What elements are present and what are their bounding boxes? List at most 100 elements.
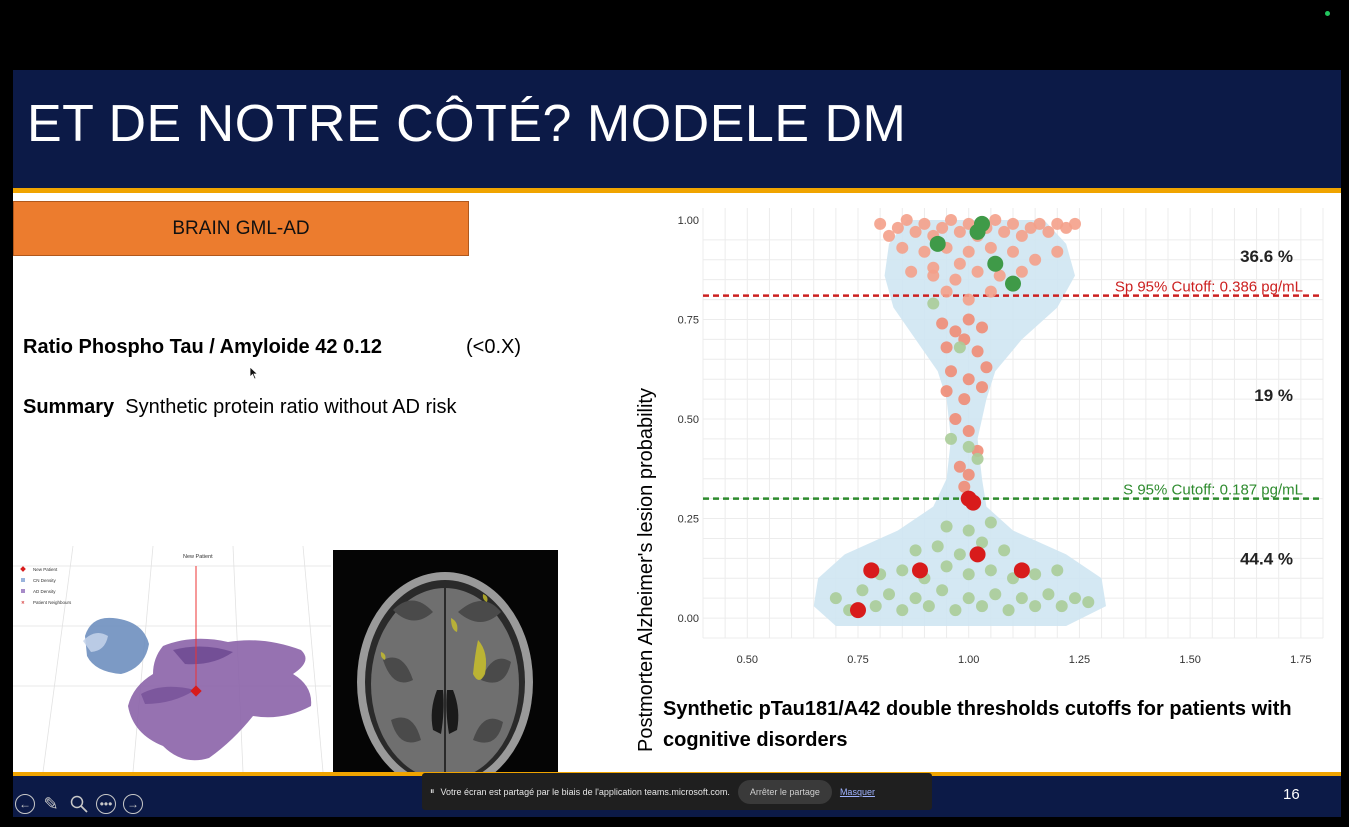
figure-3d-title: New Patient <box>183 554 213 560</box>
data-point-low <box>931 540 944 553</box>
region-percentage: 36.6 % <box>1240 247 1293 266</box>
data-point-high <box>891 221 904 234</box>
data-point-low <box>945 432 957 445</box>
data-point-low <box>953 548 966 561</box>
data-point-mid <box>958 393 971 406</box>
legend-new-patient: New Patient <box>33 567 58 572</box>
data-point-high <box>918 245 931 258</box>
data-point-low <box>989 588 1002 601</box>
arrow-left-icon: ← <box>19 797 31 811</box>
data-point-high <box>1007 245 1019 258</box>
data-point-high <box>953 257 966 270</box>
data-point-low <box>1029 600 1042 613</box>
data-point-mid <box>962 468 975 481</box>
data-point-high <box>949 273 962 286</box>
data-point-mid <box>962 313 975 326</box>
legend-ad-density: AD Density <box>33 589 56 594</box>
data-point-low <box>1082 596 1095 609</box>
pen-icon: ✎ <box>43 793 59 814</box>
data-point-red <box>863 562 880 579</box>
legend-cn-marker <box>21 578 25 582</box>
screen-share-bar: ⏸ Votre écran est partagé par le biais d… <box>422 773 932 810</box>
data-point-low <box>1002 604 1015 617</box>
legend-patient-neighbours: Patient Neighbours <box>33 600 72 605</box>
next-slide-button[interactable]: → <box>123 794 143 814</box>
zoom-button[interactable] <box>69 794 89 814</box>
recording-indicator <box>1325 11 1330 16</box>
data-point-high <box>896 241 909 254</box>
data-point-green <box>1005 275 1021 292</box>
hide-bar-link[interactable]: Masquer <box>839 786 875 797</box>
data-point-high <box>984 285 997 298</box>
y-tick-label: 0.25 <box>678 514 699 526</box>
more-options-button[interactable]: ••• <box>96 794 116 814</box>
summary-text: Summary Synthetic protein ratio without … <box>23 396 457 419</box>
data-point-high <box>918 217 931 230</box>
data-point-mid <box>940 385 953 398</box>
axis-ticks: 0.50 0.75 1.00 1.25 1.50 1.75 0.00 0.25 0.50 0.75… <box>678 215 1312 666</box>
data-point-high <box>900 213 913 226</box>
data-point-mid <box>980 361 993 374</box>
data-point-low <box>940 520 953 533</box>
presentation-slide: ET DE NOTRE CÔTÉ? MODELE DM BRAIN GML-AD… <box>13 70 1341 817</box>
data-point-high <box>874 217 887 230</box>
legend-neighbours-marker: ✖ <box>21 600 25 605</box>
data-point-mid <box>976 381 988 394</box>
summary-value: Synthetic protein ratio without AD risk <box>125 396 457 418</box>
x-tick-label: 1.00 <box>958 654 979 666</box>
data-point-low <box>998 544 1011 557</box>
data-point-green <box>974 215 990 232</box>
data-point-low <box>936 584 949 597</box>
data-point-high <box>1015 265 1028 278</box>
data-points <box>829 213 1095 619</box>
chart-caption: Synthetic pTau181/A42 double thresholds … <box>663 698 1292 751</box>
data-point-green <box>987 255 1004 272</box>
data-point-low <box>856 584 869 597</box>
data-point-low <box>984 516 997 529</box>
data-point-low <box>962 524 975 537</box>
data-point-low <box>896 604 909 617</box>
data-point-high <box>909 225 922 238</box>
y-tick-label: 1.00 <box>678 215 699 227</box>
pen-tool-button[interactable]: ✎ <box>41 794 61 814</box>
data-point-high <box>883 229 895 242</box>
data-point-low <box>971 452 984 465</box>
data-point-low <box>896 564 909 577</box>
x-tick-label: 1.75 <box>1290 654 1311 666</box>
data-point-high <box>1015 229 1028 242</box>
data-point-low <box>927 297 940 310</box>
data-point-mid <box>971 345 984 358</box>
x-tick-label: 0.75 <box>847 654 868 666</box>
x-tick-label: 0.50 <box>737 654 758 666</box>
pause-icon: ⏸ <box>430 786 435 796</box>
model-badge: BRAIN GML-AD <box>13 201 469 256</box>
data-point-low <box>949 604 962 617</box>
ratio-text: Ratio Phospho Tau / Amyloide 42 0.12 <box>23 336 382 358</box>
stop-sharing-button[interactable]: Arrêter le partage <box>737 779 832 804</box>
data-point-low <box>976 600 988 613</box>
data-point-mid <box>936 317 949 330</box>
threshold-label: Sp 95% Cutoff: 0.386 pg/mL <box>1115 279 1303 296</box>
data-point-mid <box>949 413 962 426</box>
mouse-cursor-icon <box>249 366 259 380</box>
previous-slide-button[interactable]: ← <box>15 794 35 814</box>
y-axis-label: Postmorten Alzheimer's lesion probabilit… <box>635 388 657 752</box>
mri-brain-image <box>333 550 558 812</box>
data-point-mid <box>940 341 953 354</box>
data-point-red <box>1013 562 1030 579</box>
threshold-label: S 95% Cutoff: 0.187 pg/mL <box>1123 482 1303 499</box>
threshold-lines: Sp 95% Cutoff: 0.386 pg/mL S 95% Cutoff: … <box>703 279 1323 500</box>
data-point-low <box>869 600 882 613</box>
data-point-high <box>1042 225 1055 238</box>
magnifier-icon <box>70 795 88 813</box>
density-3d-figure: New Patient New Patient CN Density AD De… <box>13 545 331 773</box>
ptau-chart: Sp 95% Cutoff: 0.386 pg/mL S 95% Cutoff: … <box>678 208 1324 666</box>
x-tick-label: 1.25 <box>1069 654 1090 666</box>
data-point-high <box>971 265 984 278</box>
new-patient-marker <box>190 685 202 697</box>
data-point-mid <box>958 480 971 493</box>
title-bar: ET DE NOTRE CÔTÉ? MODELE DM <box>13 70 1341 188</box>
data-point-high <box>1007 217 1019 230</box>
page-number: 16 <box>1283 786 1300 803</box>
region-labels: 36.6 % 19 % 44.4 % <box>1240 247 1293 569</box>
